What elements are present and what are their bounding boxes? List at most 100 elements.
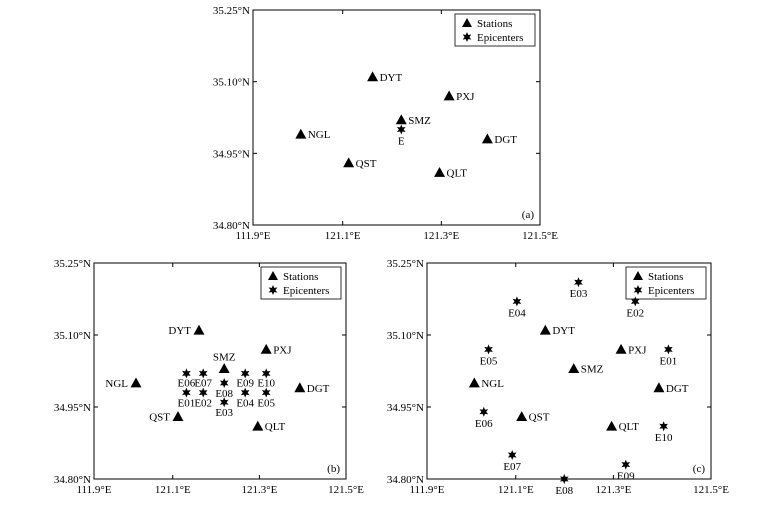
station-label: QLT: [619, 421, 640, 433]
epicenter-label: E01: [178, 398, 196, 410]
legend-entry: Stations: [648, 271, 683, 283]
x-tick-label: 111.9°E: [409, 484, 444, 496]
epicenter-label: E05: [480, 355, 498, 367]
y-tick-label: 35.10°N: [54, 330, 91, 342]
legend-entry: Stations: [283, 271, 318, 283]
x-tick-label: 111.9°E: [76, 484, 111, 496]
epicenter-label: E10: [655, 432, 673, 444]
plot-frame: [252, 9, 541, 226]
epicenter-label: E09: [617, 471, 635, 483]
legend-box: [625, 266, 707, 300]
station-pxj: [443, 90, 455, 101]
epicenter-e02: [198, 387, 208, 398]
epicenter-e05: [261, 387, 271, 398]
epicenter-label: E03: [570, 288, 588, 300]
y-tick-label: 34.80°N: [213, 220, 250, 232]
station-label: QST: [529, 412, 550, 424]
epicenter-label: E02: [194, 398, 212, 410]
epicenter-e: [396, 124, 406, 135]
epicenter-e03: [219, 397, 229, 408]
legend-station-icon: [633, 271, 643, 280]
x-tick-label: 121.3°E: [241, 484, 277, 496]
station-qlt: [606, 420, 618, 431]
station-smz: [568, 363, 580, 373]
y-tick-label: 35.25°N: [213, 5, 250, 17]
x-tick-label: 121.1°E: [498, 484, 534, 496]
station-dyt: [539, 324, 551, 335]
panel-2: 111.9°E 121.1°E 121.3°E 121.5°E 35.25°N 35.10…: [387, 258, 729, 497]
legend-entry: Epicenters: [648, 285, 694, 297]
station-ngl: [130, 377, 142, 388]
plot-frame: [93, 262, 347, 480]
station-dgt: [294, 382, 306, 393]
station-label: QST: [149, 412, 170, 424]
x-tick-label: 121.1°E: [325, 230, 361, 242]
station-label: DYT: [552, 325, 575, 337]
station-label: SMZ: [581, 364, 604, 376]
epicenter-e05: [484, 344, 493, 355]
epicenter-label: E07: [194, 377, 212, 389]
station-label: PXJ: [456, 91, 475, 103]
panel-label: (b): [327, 463, 340, 475]
legend-station-icon: [268, 271, 278, 280]
panel-0: 111.9°E 121.1°E 121.3°E 121.5°E 35.25°N 35.10…: [213, 5, 558, 242]
station-label: QLT: [447, 167, 468, 179]
epicenter-e07: [198, 368, 208, 379]
epicenter-e08: [219, 378, 229, 388]
epicenter-e04: [240, 387, 250, 398]
station-label: DGT: [666, 383, 689, 395]
epicenter-label: E05: [257, 398, 275, 410]
y-tick-label: 34.95°N: [387, 402, 424, 414]
y-tick-label: 35.25°N: [387, 258, 424, 270]
station-label: DYT: [168, 325, 191, 337]
epicenter-e04: [512, 296, 522, 307]
epicenter-label: E03: [215, 407, 233, 419]
legend-epicenter-icon: [462, 32, 472, 42]
y-tick-label: 35.10°N: [213, 77, 250, 89]
epicenter-e10: [659, 421, 668, 432]
epicenter-label: E07: [503, 461, 521, 473]
legend-box: [454, 13, 536, 47]
station-dyt: [193, 324, 205, 335]
station-qlt: [434, 166, 446, 177]
legend-entry: Epicenters: [477, 32, 523, 44]
station-label: DGT: [307, 383, 330, 395]
epicenter-e01: [182, 387, 191, 398]
x-tick-label: 121.1°E: [155, 484, 191, 496]
epicenter-e01: [664, 344, 673, 355]
epicenter-e08: [559, 474, 569, 484]
epicenter-label: E09: [236, 377, 254, 389]
station-ngl: [468, 377, 480, 388]
station-label: SMZ: [213, 352, 236, 364]
station-qst: [172, 411, 184, 421]
x-tick-label: 121.5°E: [693, 484, 729, 496]
station-label: NGL: [308, 129, 331, 141]
station-pxj: [260, 343, 272, 354]
x-tick-label: 111.9°E: [235, 230, 270, 242]
epicenter-e06: [479, 406, 489, 417]
station-qst: [343, 157, 355, 168]
x-tick-label: 121.5°E: [522, 230, 558, 242]
epicenter-label: E08: [215, 388, 233, 400]
epicenter-label: E01: [660, 355, 678, 367]
legend-entry: Stations: [477, 18, 512, 30]
y-tick-label: 35.25°N: [54, 258, 91, 270]
epicenter-label: E06: [178, 377, 196, 389]
station-smz: [218, 363, 230, 373]
station-label: NGL: [105, 378, 128, 390]
station-label: PXJ: [628, 344, 647, 356]
epicenter-label: E04: [236, 398, 254, 410]
epicenter-label: E02: [626, 307, 644, 319]
plot-frame: [426, 262, 712, 480]
epicenter-e10: [261, 368, 271, 379]
station-label: QLT: [265, 421, 286, 433]
x-tick-label: 121.3°E: [423, 230, 459, 242]
y-tick-label: 34.80°N: [387, 474, 424, 486]
panel-1: 111.9°E 121.1°E 121.3°E 121.5°E 35.25°N 35.10…: [54, 258, 364, 496]
legend-entry: Epicenters: [283, 285, 329, 297]
station-qlt: [252, 420, 264, 431]
legend-epicenter-icon: [633, 285, 643, 295]
x-tick-label: 121.3°E: [595, 484, 631, 496]
panel-label: (c): [693, 463, 706, 475]
